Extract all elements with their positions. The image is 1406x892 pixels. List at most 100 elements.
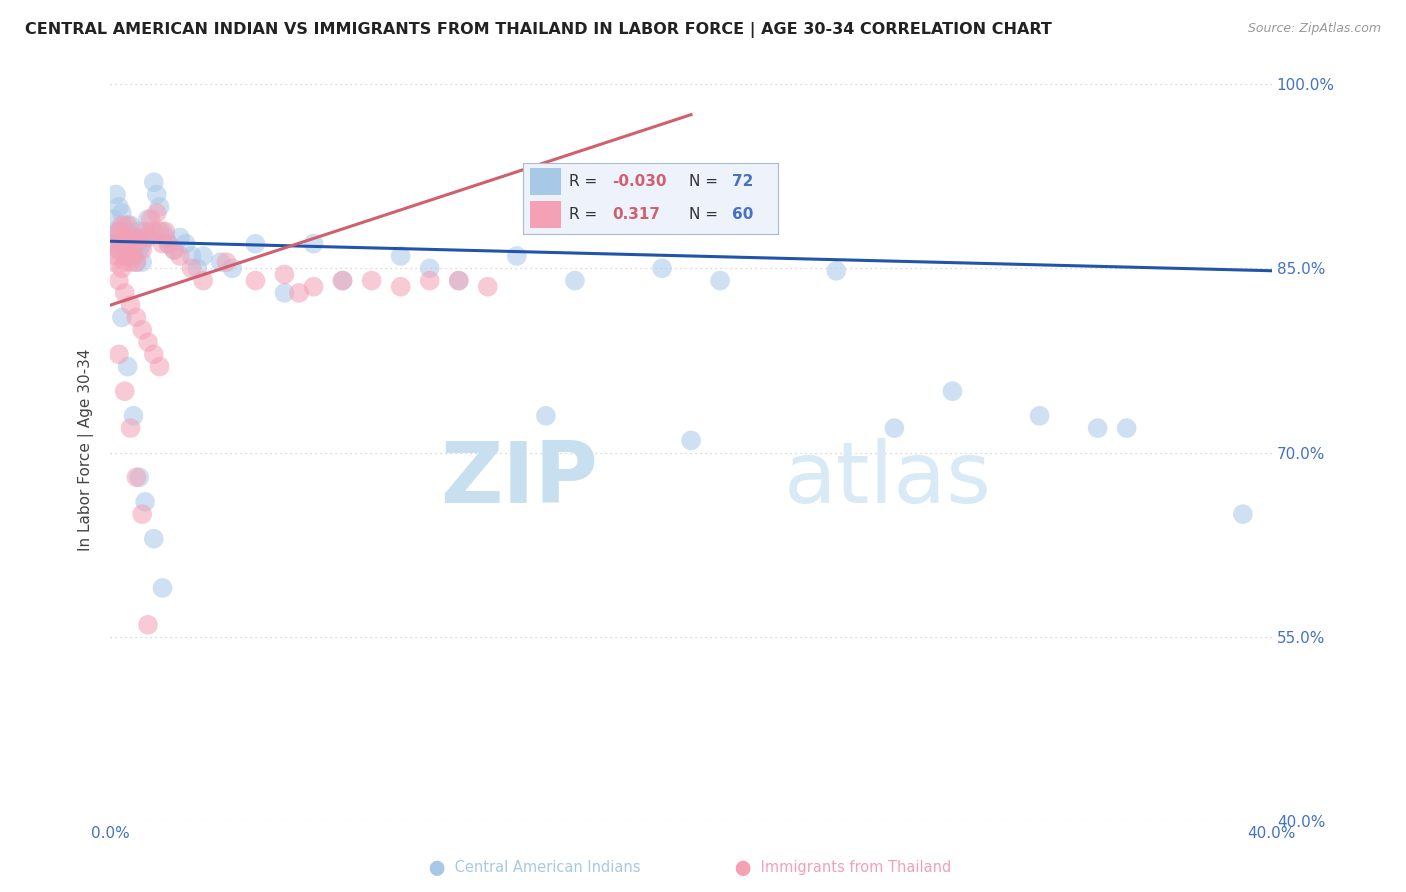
Point: [125, 230, 148, 244]
Point: [134, 224, 156, 238]
Point: [273, 268, 295, 282]
Point: [120, 255, 142, 269]
Point: [506, 249, 529, 263]
Point: [209, 255, 232, 269]
Point: [193, 249, 215, 263]
Point: [111, 230, 134, 244]
Point: [128, 230, 150, 244]
Point: [152, 581, 174, 595]
Point: [131, 255, 153, 269]
Point: [136, 230, 159, 244]
Point: [139, 224, 162, 238]
Point: [122, 409, 145, 423]
Point: [152, 236, 174, 251]
Point: [709, 274, 731, 288]
Text: CENTRAL AMERICAN INDIAN VS IMMIGRANTS FROM THAILAND IN LABOR FORCE | AGE 30-34 C: CENTRAL AMERICAN INDIAN VS IMMIGRANTS FR…: [25, 22, 1052, 38]
Point: [215, 255, 238, 269]
Point: [447, 274, 470, 288]
Point: [245, 274, 267, 288]
Point: [180, 249, 202, 263]
Point: [149, 224, 172, 238]
Point: [180, 261, 202, 276]
Point: [332, 274, 354, 288]
Point: [149, 359, 172, 374]
Point: [131, 507, 153, 521]
Point: [111, 206, 134, 220]
Point: [145, 206, 167, 220]
Point: [108, 200, 131, 214]
Text: ZIP: ZIP: [440, 438, 598, 521]
Point: [114, 236, 136, 251]
Point: [105, 224, 128, 238]
Point: [221, 261, 243, 276]
Point: [122, 236, 145, 251]
Point: [136, 212, 159, 227]
Point: [114, 384, 136, 399]
Point: [155, 230, 177, 244]
Point: [149, 200, 172, 214]
Point: [120, 230, 142, 244]
Point: [120, 298, 142, 312]
Y-axis label: In Labor Force | Age 30-34: In Labor Force | Age 30-34: [79, 349, 94, 551]
Point: [128, 224, 150, 238]
Point: [883, 421, 905, 435]
Point: [142, 347, 165, 361]
Point: [108, 274, 131, 288]
Point: [117, 230, 139, 244]
Point: [117, 224, 139, 238]
Point: [117, 249, 139, 263]
Point: [114, 230, 136, 244]
Point: [288, 285, 311, 300]
Point: [419, 261, 441, 276]
Point: [681, 434, 703, 448]
Text: Source: ZipAtlas.com: Source: ZipAtlas.com: [1247, 22, 1381, 36]
Point: [941, 384, 963, 399]
Point: [389, 279, 412, 293]
Point: [163, 243, 186, 257]
Point: [1028, 409, 1050, 423]
Point: [477, 279, 499, 293]
Point: [273, 285, 295, 300]
Point: [136, 617, 159, 632]
Point: [1232, 507, 1254, 521]
Point: [389, 249, 412, 263]
Point: [142, 175, 165, 189]
Point: [564, 274, 586, 288]
Point: [105, 230, 128, 244]
Point: [155, 224, 177, 238]
Point: [128, 243, 150, 257]
Point: [534, 409, 557, 423]
Point: [125, 310, 148, 325]
Point: [152, 224, 174, 238]
Text: atlas: atlas: [785, 438, 993, 521]
Point: [108, 224, 131, 238]
Point: [419, 274, 441, 288]
Point: [111, 236, 134, 251]
Point: [128, 470, 150, 484]
Point: [163, 243, 186, 257]
Point: [142, 224, 165, 238]
Point: [134, 230, 156, 244]
Point: [193, 274, 215, 288]
Point: [134, 495, 156, 509]
Point: [125, 236, 148, 251]
Point: [108, 243, 131, 257]
Point: [186, 261, 208, 276]
Point: [105, 249, 128, 263]
Point: [145, 187, 167, 202]
Point: [108, 224, 131, 238]
Point: [139, 212, 162, 227]
Point: [114, 249, 136, 263]
Point: [111, 236, 134, 251]
Text: ⬤  Central American Indians: ⬤ Central American Indians: [429, 860, 640, 876]
Point: [157, 236, 180, 251]
Point: [131, 236, 153, 251]
Point: [1115, 421, 1137, 435]
Point: [174, 236, 197, 251]
Point: [114, 285, 136, 300]
Point: [332, 274, 354, 288]
Point: [117, 359, 139, 374]
Point: [117, 249, 139, 263]
Point: [120, 421, 142, 435]
Point: [651, 261, 673, 276]
